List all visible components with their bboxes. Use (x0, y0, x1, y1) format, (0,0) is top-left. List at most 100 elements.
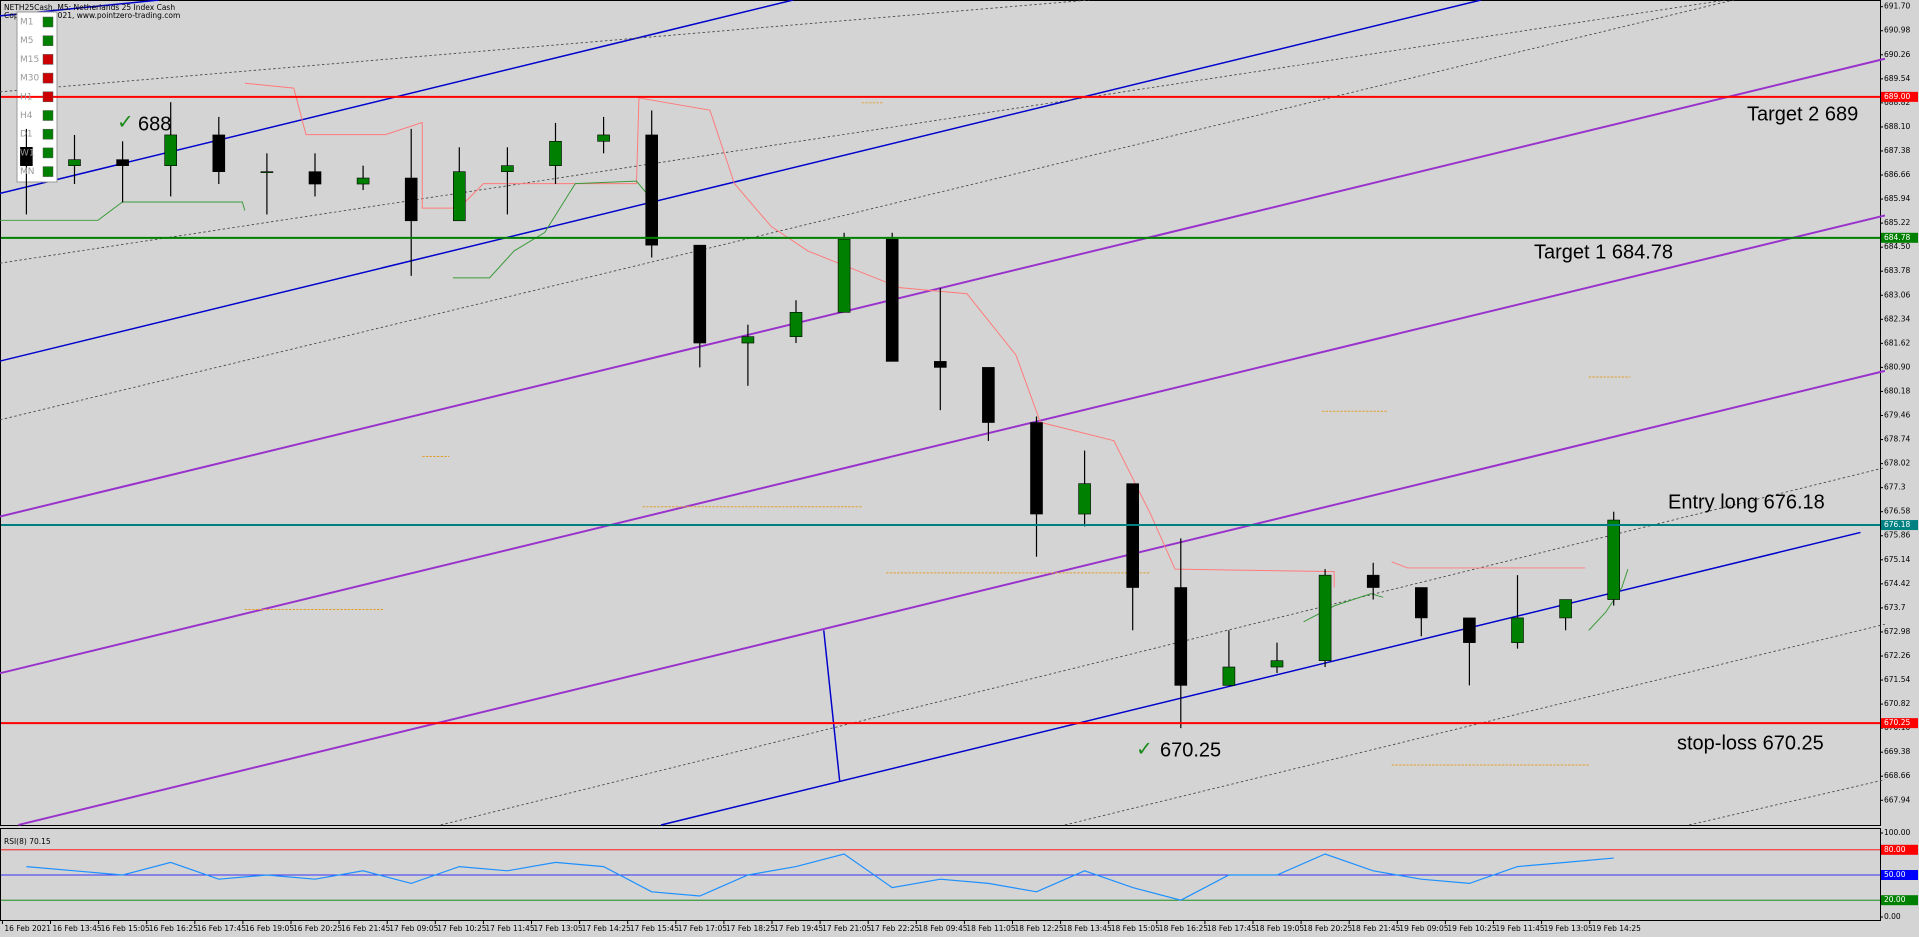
y-tick-label: 667.94 (1884, 795, 1910, 804)
x-tick-label: 18 Feb 16:25 (1159, 924, 1208, 933)
x-tick-label: 19 Feb 14:25 (1592, 924, 1641, 933)
candle-body (308, 171, 322, 185)
candle-body (549, 140, 562, 166)
y-tick-label: 681.62 (1884, 338, 1910, 347)
x-tick-label: 18 Feb 13:45 (1063, 924, 1112, 933)
level-tag (1881, 718, 1918, 729)
candle-body (1511, 617, 1524, 643)
candle-body (1607, 519, 1620, 600)
level-label: 80.00 (1884, 845, 1906, 854)
y-tick-label: 675.14 (1884, 555, 1910, 564)
trailing-stop (244, 82, 1335, 588)
timeframe-label: D1 (20, 130, 33, 140)
candle-body (1126, 483, 1139, 588)
x-tick-label: 17 Feb 15:45 (630, 924, 679, 933)
x-tick-label: 17 Feb 17:05 (678, 924, 727, 933)
candle-body (212, 134, 226, 172)
timeframe-status (42, 128, 54, 140)
timeframe-label: M5 (20, 36, 34, 46)
y-tick-label: 677.3 (1884, 483, 1906, 492)
y-tick-label: 683.78 (1884, 266, 1910, 275)
annotation: stop-loss 670.25 (1677, 732, 1824, 754)
x-tick-label: 17 Feb 09:05 (389, 924, 438, 933)
timeframe-label: W1 (20, 148, 35, 158)
level-label: 676.18 (1884, 520, 1910, 529)
x-tick-label: 17 Feb 13:05 (534, 924, 583, 933)
drawings (0, 0, 1886, 826)
level-label: 670.25 (1884, 718, 1910, 727)
candle-body (1559, 599, 1572, 619)
y-tick-label: 671.54 (1884, 675, 1910, 684)
trailing-stop (452, 180, 650, 279)
candle-body (933, 361, 947, 368)
candle-body (597, 134, 610, 142)
candle-body (1366, 574, 1380, 588)
trendline (823, 630, 841, 781)
y-tick-label: 100.00 (1884, 828, 1910, 837)
x-tick-label: 18 Feb 11:05 (966, 924, 1015, 933)
trailing-stop (1391, 561, 1586, 569)
y-tick-label: 672.98 (1884, 627, 1910, 636)
candle-body (1318, 574, 1332, 661)
timeframe-status (42, 147, 54, 159)
x-tick-label: 19 Feb 11:45 (1496, 924, 1545, 933)
candle-body (1078, 483, 1091, 515)
rsi-frame (0, 828, 1881, 921)
x-tick-label: 16 Feb 17:45 (197, 924, 246, 933)
x-tick-label: 18 Feb 20:25 (1303, 924, 1352, 933)
y-tick-label: 675.86 (1884, 531, 1910, 540)
x-tick-label: 18 Feb 15:05 (1111, 924, 1160, 933)
candle-body (885, 238, 899, 362)
candle-body (501, 165, 514, 172)
candle-body (741, 336, 755, 344)
candle-body (356, 177, 370, 185)
main-frame (0, 0, 1881, 826)
x-tick-label: 17 Feb 11:45 (485, 924, 534, 933)
x-tick-label: 18 Feb 21:45 (1351, 924, 1400, 933)
y-tick-label: 668.66 (1884, 771, 1910, 780)
x-tick-label: 18 Feb 12:25 (1015, 924, 1064, 933)
timeframe-status (42, 35, 54, 46)
y-tick-label: 670.82 (1884, 699, 1910, 708)
y-tick-label: 688.10 (1884, 122, 1910, 131)
y-tick-label: 688.82 (1884, 98, 1910, 107)
candle-body (1415, 587, 1428, 619)
candle-body (404, 177, 418, 222)
y-tick-label: 690.26 (1884, 50, 1910, 59)
candle-body (1174, 587, 1188, 686)
pivot-marks (244, 102, 1631, 766)
annotation: Target 1 684.78 (1534, 241, 1673, 263)
rsi-line (26, 853, 1614, 901)
timeframe-label: M15 (20, 55, 39, 65)
y-tick-label: 687.38 (1884, 146, 1910, 155)
candle-body (1463, 617, 1476, 643)
y-tick-label: 685.22 (1884, 218, 1910, 227)
x-tick-label: 16 Feb 20:25 (293, 924, 342, 933)
annotation: 688 (138, 113, 171, 135)
channel-line (18, 369, 1886, 826)
trendline (660, 531, 1861, 826)
candle-body (116, 159, 129, 166)
rsi-title: RSI(8) 70.15 (4, 837, 51, 846)
channel-line (0, 214, 1886, 675)
candle-body (837, 238, 851, 313)
timeframe-label: MN (20, 167, 35, 177)
timeframe-status (42, 110, 54, 121)
y-tick-label: 673.7 (1884, 603, 1906, 612)
x-tick-label: 17 Feb 10:25 (437, 924, 486, 933)
y-tick-label: 691.70 (1884, 2, 1910, 11)
timeframe-status (42, 72, 54, 84)
check-mark: ✓ (117, 111, 134, 133)
x-tick-label: 18 Feb 19:05 (1255, 924, 1304, 933)
candle-body (164, 134, 177, 166)
y-tick-label: 689.54 (1884, 74, 1910, 83)
candle-body (693, 244, 707, 344)
check-mark: ✓ (1136, 738, 1153, 760)
level-tag (1881, 844, 1918, 855)
x-tick-label: 18 Feb 17:45 (1207, 924, 1256, 933)
x-tick-label: 17 Feb 14:25 (582, 924, 631, 933)
x-tick-label: 19 Feb 13:05 (1544, 924, 1593, 933)
timeframe-label: M1 (20, 18, 34, 28)
